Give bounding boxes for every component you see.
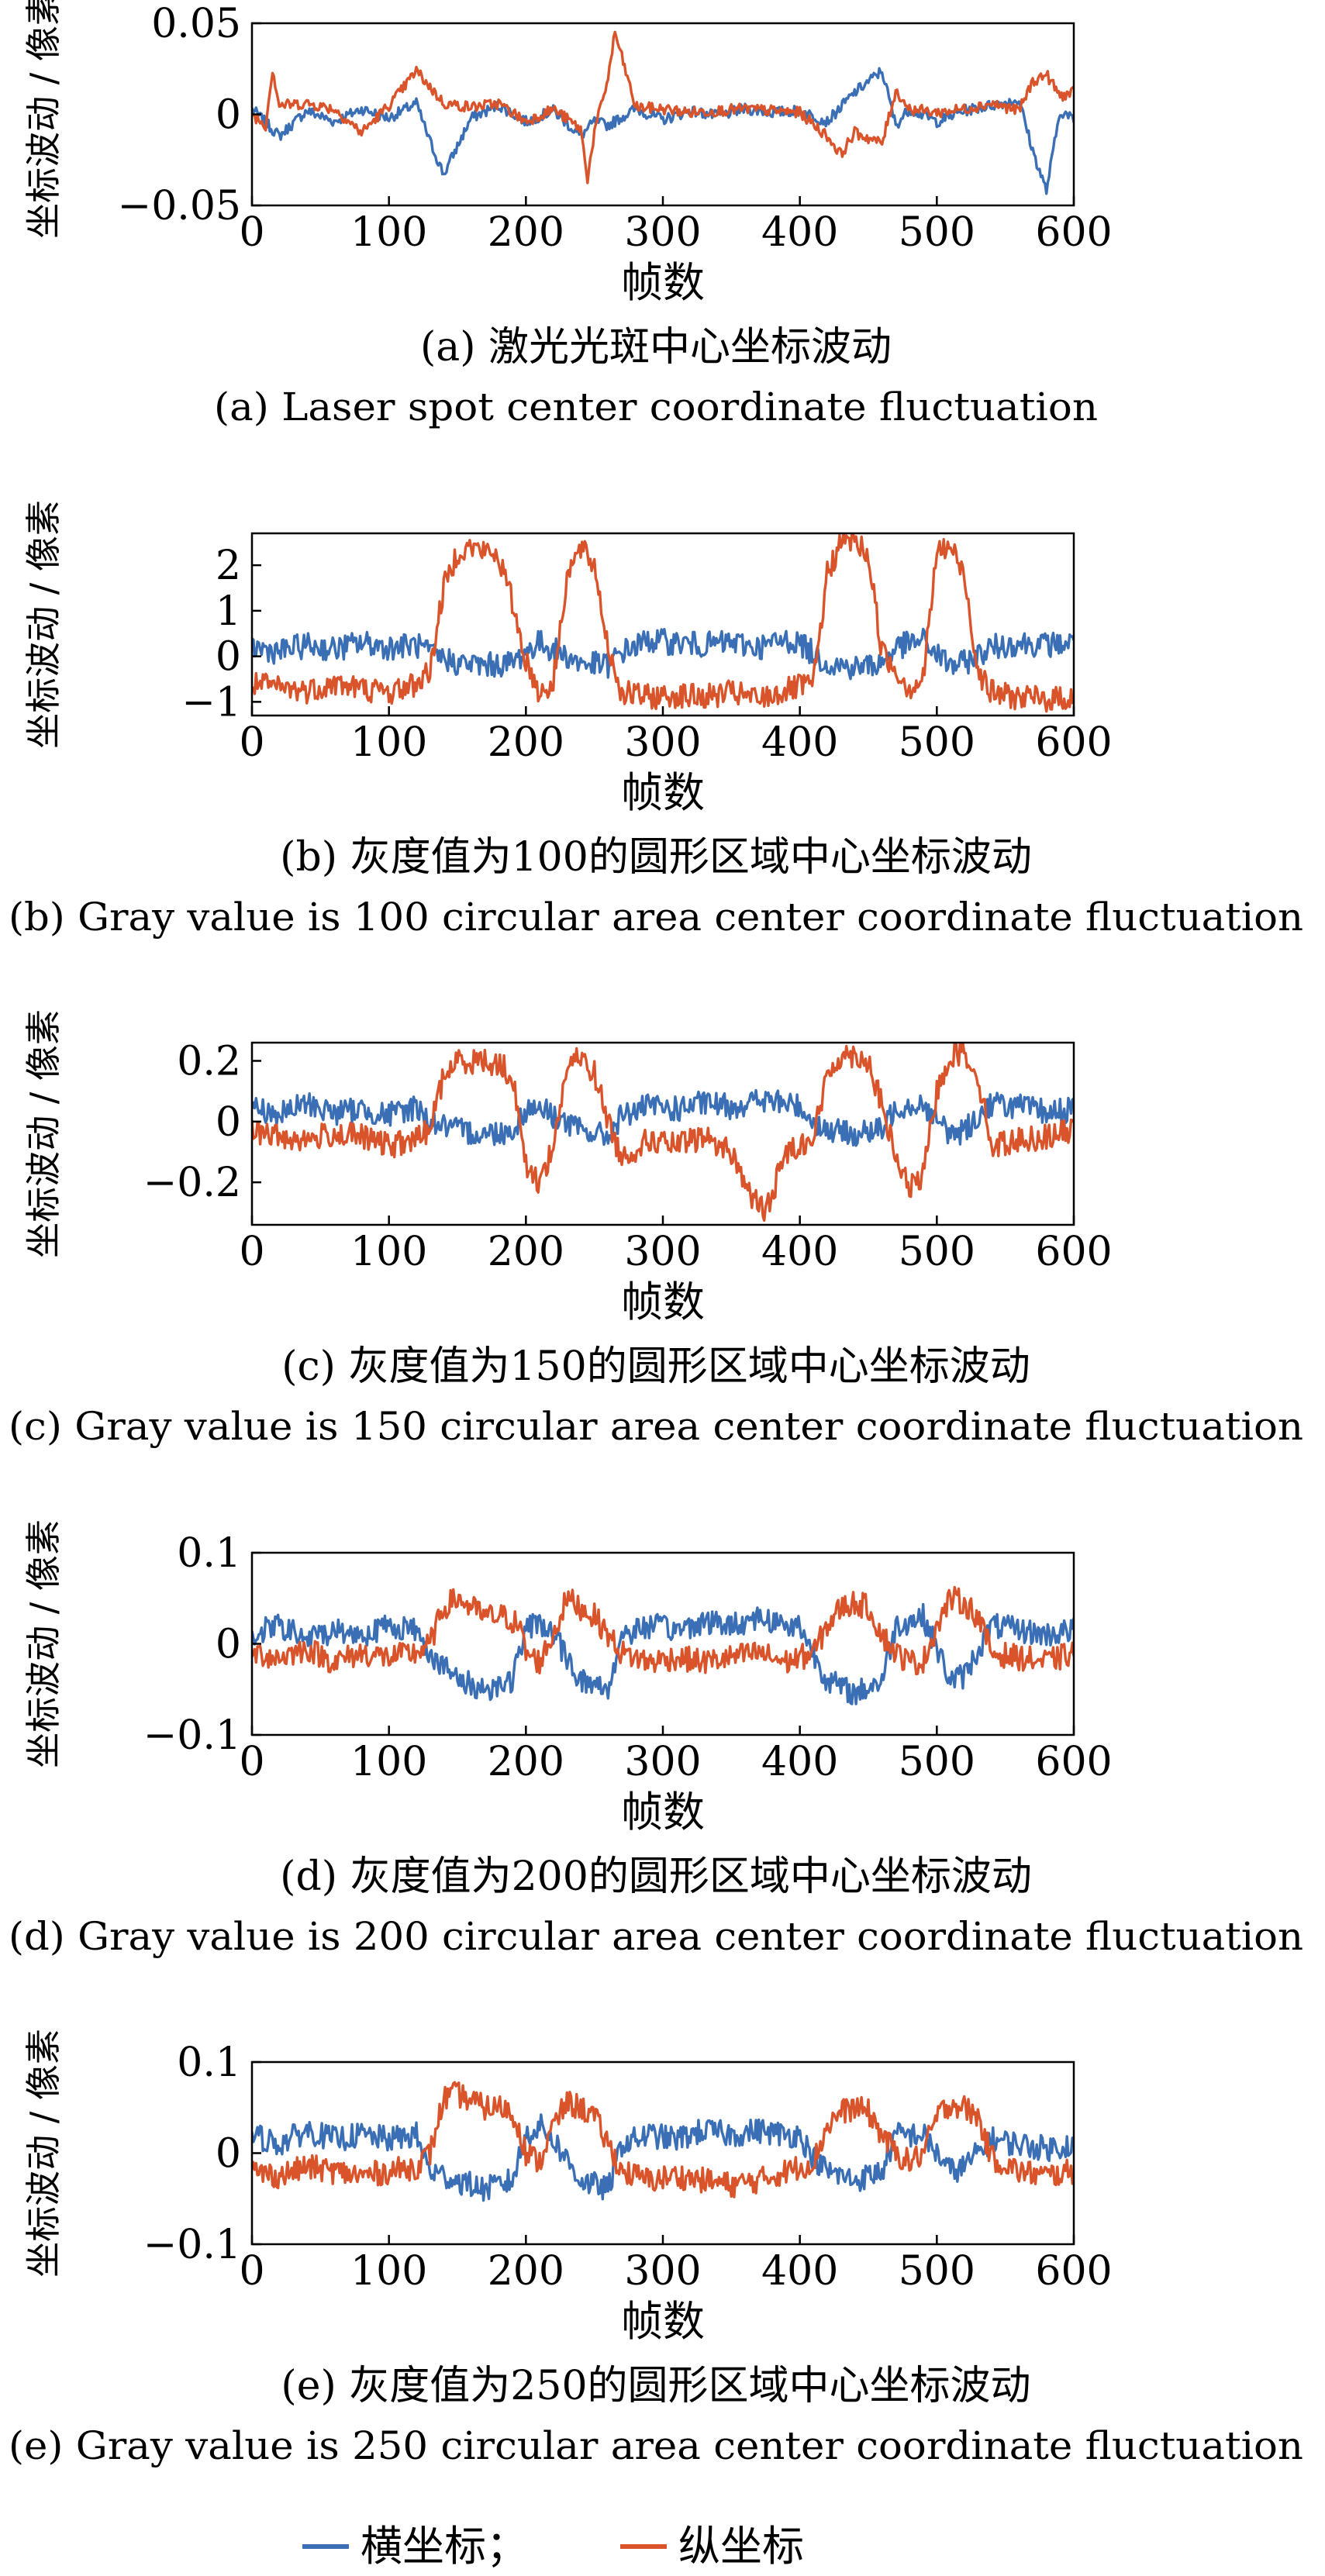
y-axis-label: 坐标波动 / 像素 <box>22 500 64 749</box>
x-tick-label: 400 <box>761 209 838 256</box>
x-tick-label: 200 <box>488 719 564 766</box>
caption-en: (d) Gray value is 200 circular area cent… <box>9 1914 1303 1959</box>
series-line-vertical <box>252 1585 1074 1676</box>
x-tick-label: 300 <box>624 719 701 766</box>
caption-en: (a) Laser spot center coordinate fluctua… <box>214 385 1098 429</box>
caption-en: (c) Gray value is 150 circular area cent… <box>9 1404 1303 1449</box>
plot-frame <box>250 2060 1075 2246</box>
x-tick-label: 0 <box>239 1229 264 1275</box>
x-tick-label: 500 <box>899 209 975 256</box>
x-tick-label: 400 <box>761 2248 838 2295</box>
series-line-horizontal <box>252 627 1074 681</box>
x-tick-label: 300 <box>624 209 701 256</box>
y-tick-label: −0.05 <box>118 183 241 229</box>
x-tick-label: 500 <box>899 719 975 766</box>
x-axis-label: 帧数 <box>621 768 705 817</box>
x-axis-label: 帧数 <box>621 258 705 307</box>
caption-zh: (a) 激光光斑中心坐标波动 <box>420 324 892 371</box>
x-tick-label: 0 <box>239 719 264 766</box>
x-tick-label: 600 <box>1035 209 1112 256</box>
caption-zh: (c) 灰度值为150的圆形区域中心坐标波动 <box>281 1343 1030 1390</box>
x-tick-label: 400 <box>761 1229 838 1275</box>
x-tick-label: 400 <box>761 719 838 766</box>
x-tick-label: 0 <box>239 1739 264 1785</box>
y-tick-label: 2 <box>216 543 241 589</box>
legend-label: 纵坐标 <box>678 2522 804 2571</box>
x-tick-label: 100 <box>350 1739 427 1785</box>
series-line-vertical <box>252 30 1074 184</box>
legend-label: 横坐标； <box>361 2522 528 2571</box>
series-line-vertical <box>252 2081 1074 2198</box>
caption-zh: (d) 灰度值为200的圆形区域中心坐标波动 <box>280 1854 1032 1900</box>
y-tick-label: 0.1 <box>177 2040 241 2086</box>
x-tick-label: 200 <box>488 2248 564 2295</box>
x-tick-label: 100 <box>350 209 427 256</box>
legend: 横坐标； 纵坐标 <box>302 2522 804 2571</box>
y-tick-label: 0 <box>216 1622 241 1668</box>
series-line-horizontal <box>252 1088 1074 1147</box>
x-tick-label: 500 <box>899 2248 975 2295</box>
x-tick-label: 500 <box>899 1739 975 1785</box>
panel-c: 0 100 200 300 400 500 600 −0.2 0 0.2 帧数 坐标波动 / 像素 (c… <box>9 1009 1303 1449</box>
x-tick-label: 600 <box>1035 1229 1112 1275</box>
series-line-horizontal <box>252 2113 1074 2202</box>
y-tick-label: 0 <box>216 92 241 139</box>
x-tick-label: 300 <box>624 1229 701 1275</box>
x-axis-label: 帧数 <box>621 1278 705 1326</box>
series-line-horizontal <box>252 1602 1074 1705</box>
series-line-vertical <box>252 533 1074 713</box>
series-line-vertical <box>252 1043 1074 1222</box>
x-tick-label: 600 <box>1035 1739 1112 1785</box>
x-tick-label: 300 <box>624 2248 701 2295</box>
x-tick-label: 200 <box>488 209 564 256</box>
y-axis-label: 坐标波动 / 像素 <box>22 0 64 239</box>
y-axis-label: 坐标波动 / 像素 <box>22 1009 64 1258</box>
y-axis-label: 坐标波动 / 像素 <box>22 1519 64 1768</box>
y-tick-label: 1 <box>216 588 241 635</box>
caption-zh: (b) 灰度值为100的圆形区域中心坐标波动 <box>280 834 1032 881</box>
x-tick-label: 300 <box>624 1739 701 1785</box>
x-tick-label: 0 <box>239 2248 264 2295</box>
caption-en: (e) Gray value is 250 circular area cent… <box>9 2423 1303 2468</box>
x-tick-label: 600 <box>1035 2248 1112 2295</box>
y-tick-label: 0.2 <box>177 1039 241 1085</box>
x-axis-label: 帧数 <box>621 2297 705 2346</box>
x-tick-label: 200 <box>488 1739 564 1785</box>
x-tick-label: 100 <box>350 719 427 766</box>
y-tick-label: −1 <box>181 679 241 726</box>
y-tick-label: 0 <box>216 1099 241 1146</box>
y-tick-label: 0 <box>216 634 241 681</box>
x-tick-label: 400 <box>761 1739 838 1785</box>
y-tick-label: −0.1 <box>143 2222 241 2268</box>
x-tick-label: 600 <box>1035 719 1112 766</box>
y-axis-label: 坐标波动 / 像素 <box>22 2029 64 2278</box>
x-tick-label: 200 <box>488 1229 564 1275</box>
series-line-horizontal <box>252 67 1074 195</box>
caption-en: (b) Gray value is 100 circular area cent… <box>9 895 1303 940</box>
x-tick-label: 0 <box>239 209 264 256</box>
plot-frame <box>250 1551 1075 1736</box>
y-tick-label: 0 <box>216 2131 241 2178</box>
caption-zh: (e) 灰度值为250的圆形区域中心坐标波动 <box>281 2363 1030 2409</box>
x-axis-label: 帧数 <box>621 1788 705 1836</box>
x-tick-label: 500 <box>899 1229 975 1275</box>
x-tick-label: 100 <box>350 1229 427 1275</box>
x-tick-label: 100 <box>350 2248 427 2295</box>
y-tick-label: 0.1 <box>177 1530 241 1577</box>
y-tick-label: −0.1 <box>143 1712 241 1759</box>
y-tick-label: 0.05 <box>151 1 241 47</box>
y-tick-label: −0.2 <box>143 1160 241 1206</box>
